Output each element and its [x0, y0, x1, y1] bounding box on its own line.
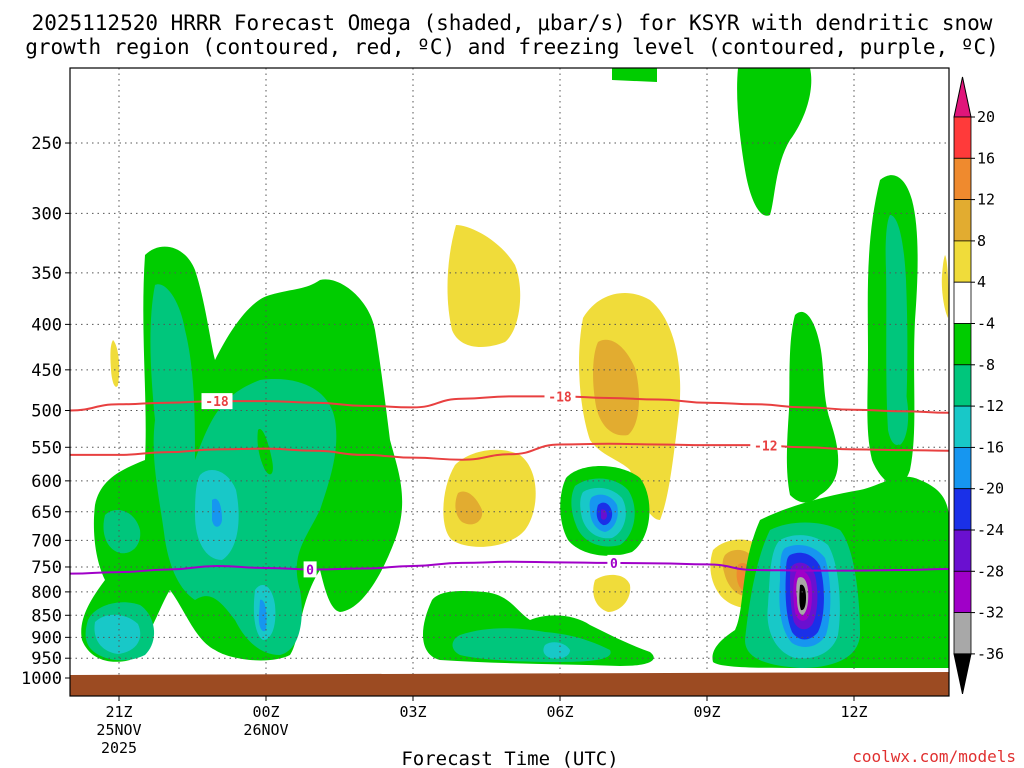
x-axis-label: Forecast Time (UTC): [401, 748, 618, 768]
omega-region-16: [593, 574, 631, 612]
omega-region-1: [150, 284, 337, 655]
y-tick-label-850: 850: [31, 606, 62, 626]
y-tick-label-550: 550: [31, 438, 62, 458]
y-tick-label-450: 450: [31, 361, 62, 381]
colorbar-label-12: -32: [977, 604, 1004, 622]
colorbar-bin-2: [953, 199, 972, 242]
y-tick-label-900: 900: [31, 628, 62, 648]
y-tick-label-950: 950: [31, 649, 62, 669]
contour-label-2-0: 0: [306, 563, 314, 578]
colorbar-bin-8: [953, 446, 972, 490]
y-tick-label-250: 250: [31, 134, 62, 154]
y-tick-label-650: 650: [31, 503, 62, 523]
omega-region-15: [593, 339, 640, 436]
colorbar-bin-9: [953, 488, 972, 531]
colorbar-label-6: -8: [977, 356, 995, 374]
colorbar-under-arrow: [953, 653, 972, 695]
omega-region-9: [257, 429, 273, 475]
colorbar-label-4: 4: [977, 273, 986, 291]
contour-label-bg-0-0: [201, 393, 233, 410]
x-tick-label-09Z: 09Z: [693, 703, 720, 721]
colorbar-bin-11: [953, 570, 972, 613]
x-tick-label-21Z: 21Z: [105, 703, 132, 721]
ground-below-surface: [70, 672, 949, 696]
omega-shading: [81, 68, 949, 668]
colorbar-label-2: 12: [977, 191, 995, 209]
colorbar-bin-10: [953, 529, 972, 572]
x-tick-date-21Z: 25NOV: [96, 721, 141, 739]
colorbar-bin-5: [953, 323, 972, 366]
colorbar-bin-4: [953, 281, 972, 324]
contour-line-1: [70, 442, 950, 461]
omega-region-30: [612, 68, 657, 82]
omega-region-25: [543, 642, 570, 659]
x-tick-year-21Z: 2025: [101, 739, 137, 757]
contour-label-0-0: -18: [205, 395, 229, 410]
omega-region-42: [799, 584, 806, 611]
chart-title-line-2: growth region (contoured, red, ºC) and f…: [25, 35, 999, 59]
colorbar-label-13: -36: [977, 645, 1004, 663]
omega-region-2: [103, 510, 141, 554]
contour-label-bg-0-1: [544, 388, 576, 405]
y-tick-label-300: 300: [31, 204, 62, 224]
x-tick-label-06Z: 06Z: [546, 703, 573, 721]
contour-label-1-0: -12: [754, 440, 777, 455]
x-tick-date-00Z: 26NOV: [243, 721, 288, 739]
omega-region-10: [110, 340, 120, 387]
y-tick-label-350: 350: [31, 264, 62, 284]
colorbar-label-1: 16: [977, 149, 995, 167]
site-credit: coolwx.com/models: [852, 747, 1016, 766]
colorbar-bin-6: [953, 364, 972, 407]
colorbar-over-arrow: [953, 76, 972, 118]
y-tick-label-800: 800: [31, 583, 62, 603]
colorbar-label-7: -12: [977, 397, 1004, 415]
x-tick-label-00Z: 00Z: [252, 703, 279, 721]
colorbar-label-3: 8: [977, 232, 986, 250]
omega-region-4: [94, 614, 141, 654]
contour-label-bg-1-0: [750, 437, 782, 454]
colorbar-bin-1: [953, 157, 972, 201]
x-tick-label-03Z: 03Z: [399, 703, 426, 721]
omega-region-22: [601, 509, 607, 520]
omega-region-43: [888, 369, 909, 445]
contour-label-0-1: -18: [548, 390, 572, 405]
colorbar-bin-12: [953, 612, 972, 655]
x-tick-label-12Z: 12Z: [840, 703, 867, 721]
colorbar-bin-7: [953, 405, 972, 448]
contour-label-bg-2-0: [303, 561, 317, 578]
y-tick-label-750: 750: [31, 558, 62, 578]
y-tick-label-1000: 1000: [21, 669, 62, 689]
omega-region-44: [941, 255, 949, 318]
omega-region-13: [455, 491, 483, 525]
contour-label-bg-2-1: [607, 554, 621, 571]
y-axis-pressure: 2503003504004505005506006507007508008509…: [21, 134, 70, 689]
contour-label-2-1: 0: [610, 557, 618, 572]
colorbar-label-8: -16: [977, 438, 1004, 456]
colorbar-bin-3: [953, 240, 972, 283]
contour-line-2: [69, 560, 950, 575]
colorbar: 20 16 12 8 4 -4 -8 -12 -16 -20 -24 -28 -32 -36: [953, 76, 1004, 695]
plot-frame: [69, 67, 950, 697]
colorbar-label-0: 20: [977, 108, 995, 126]
chart-title-line-1: 2025112520 HRRR Forecast Omega (shaded, …: [32, 11, 993, 35]
y-tick-label-600: 600: [31, 472, 62, 492]
contour-lines: -18 -18 -12 0 0: [69, 388, 950, 578]
omega-region-11: [447, 225, 521, 347]
omega-region-6: [212, 498, 222, 527]
y-tick-label-700: 700: [31, 531, 62, 551]
colorbar-bin-0: [953, 116, 972, 159]
colorbar-label-9: -20: [977, 480, 1004, 498]
colorbar-label-10: -24: [977, 521, 1004, 539]
y-tick-label-400: 400: [31, 315, 62, 335]
plot-area: -18 -18 -12 0 0: [69, 67, 950, 697]
colorbar-label-11: -28: [977, 562, 1004, 580]
y-tick-label-500: 500: [31, 402, 62, 422]
omega-region-24: [452, 628, 611, 662]
omega-region-29: [737, 68, 812, 216]
colorbar-label-5: -4: [977, 315, 995, 333]
